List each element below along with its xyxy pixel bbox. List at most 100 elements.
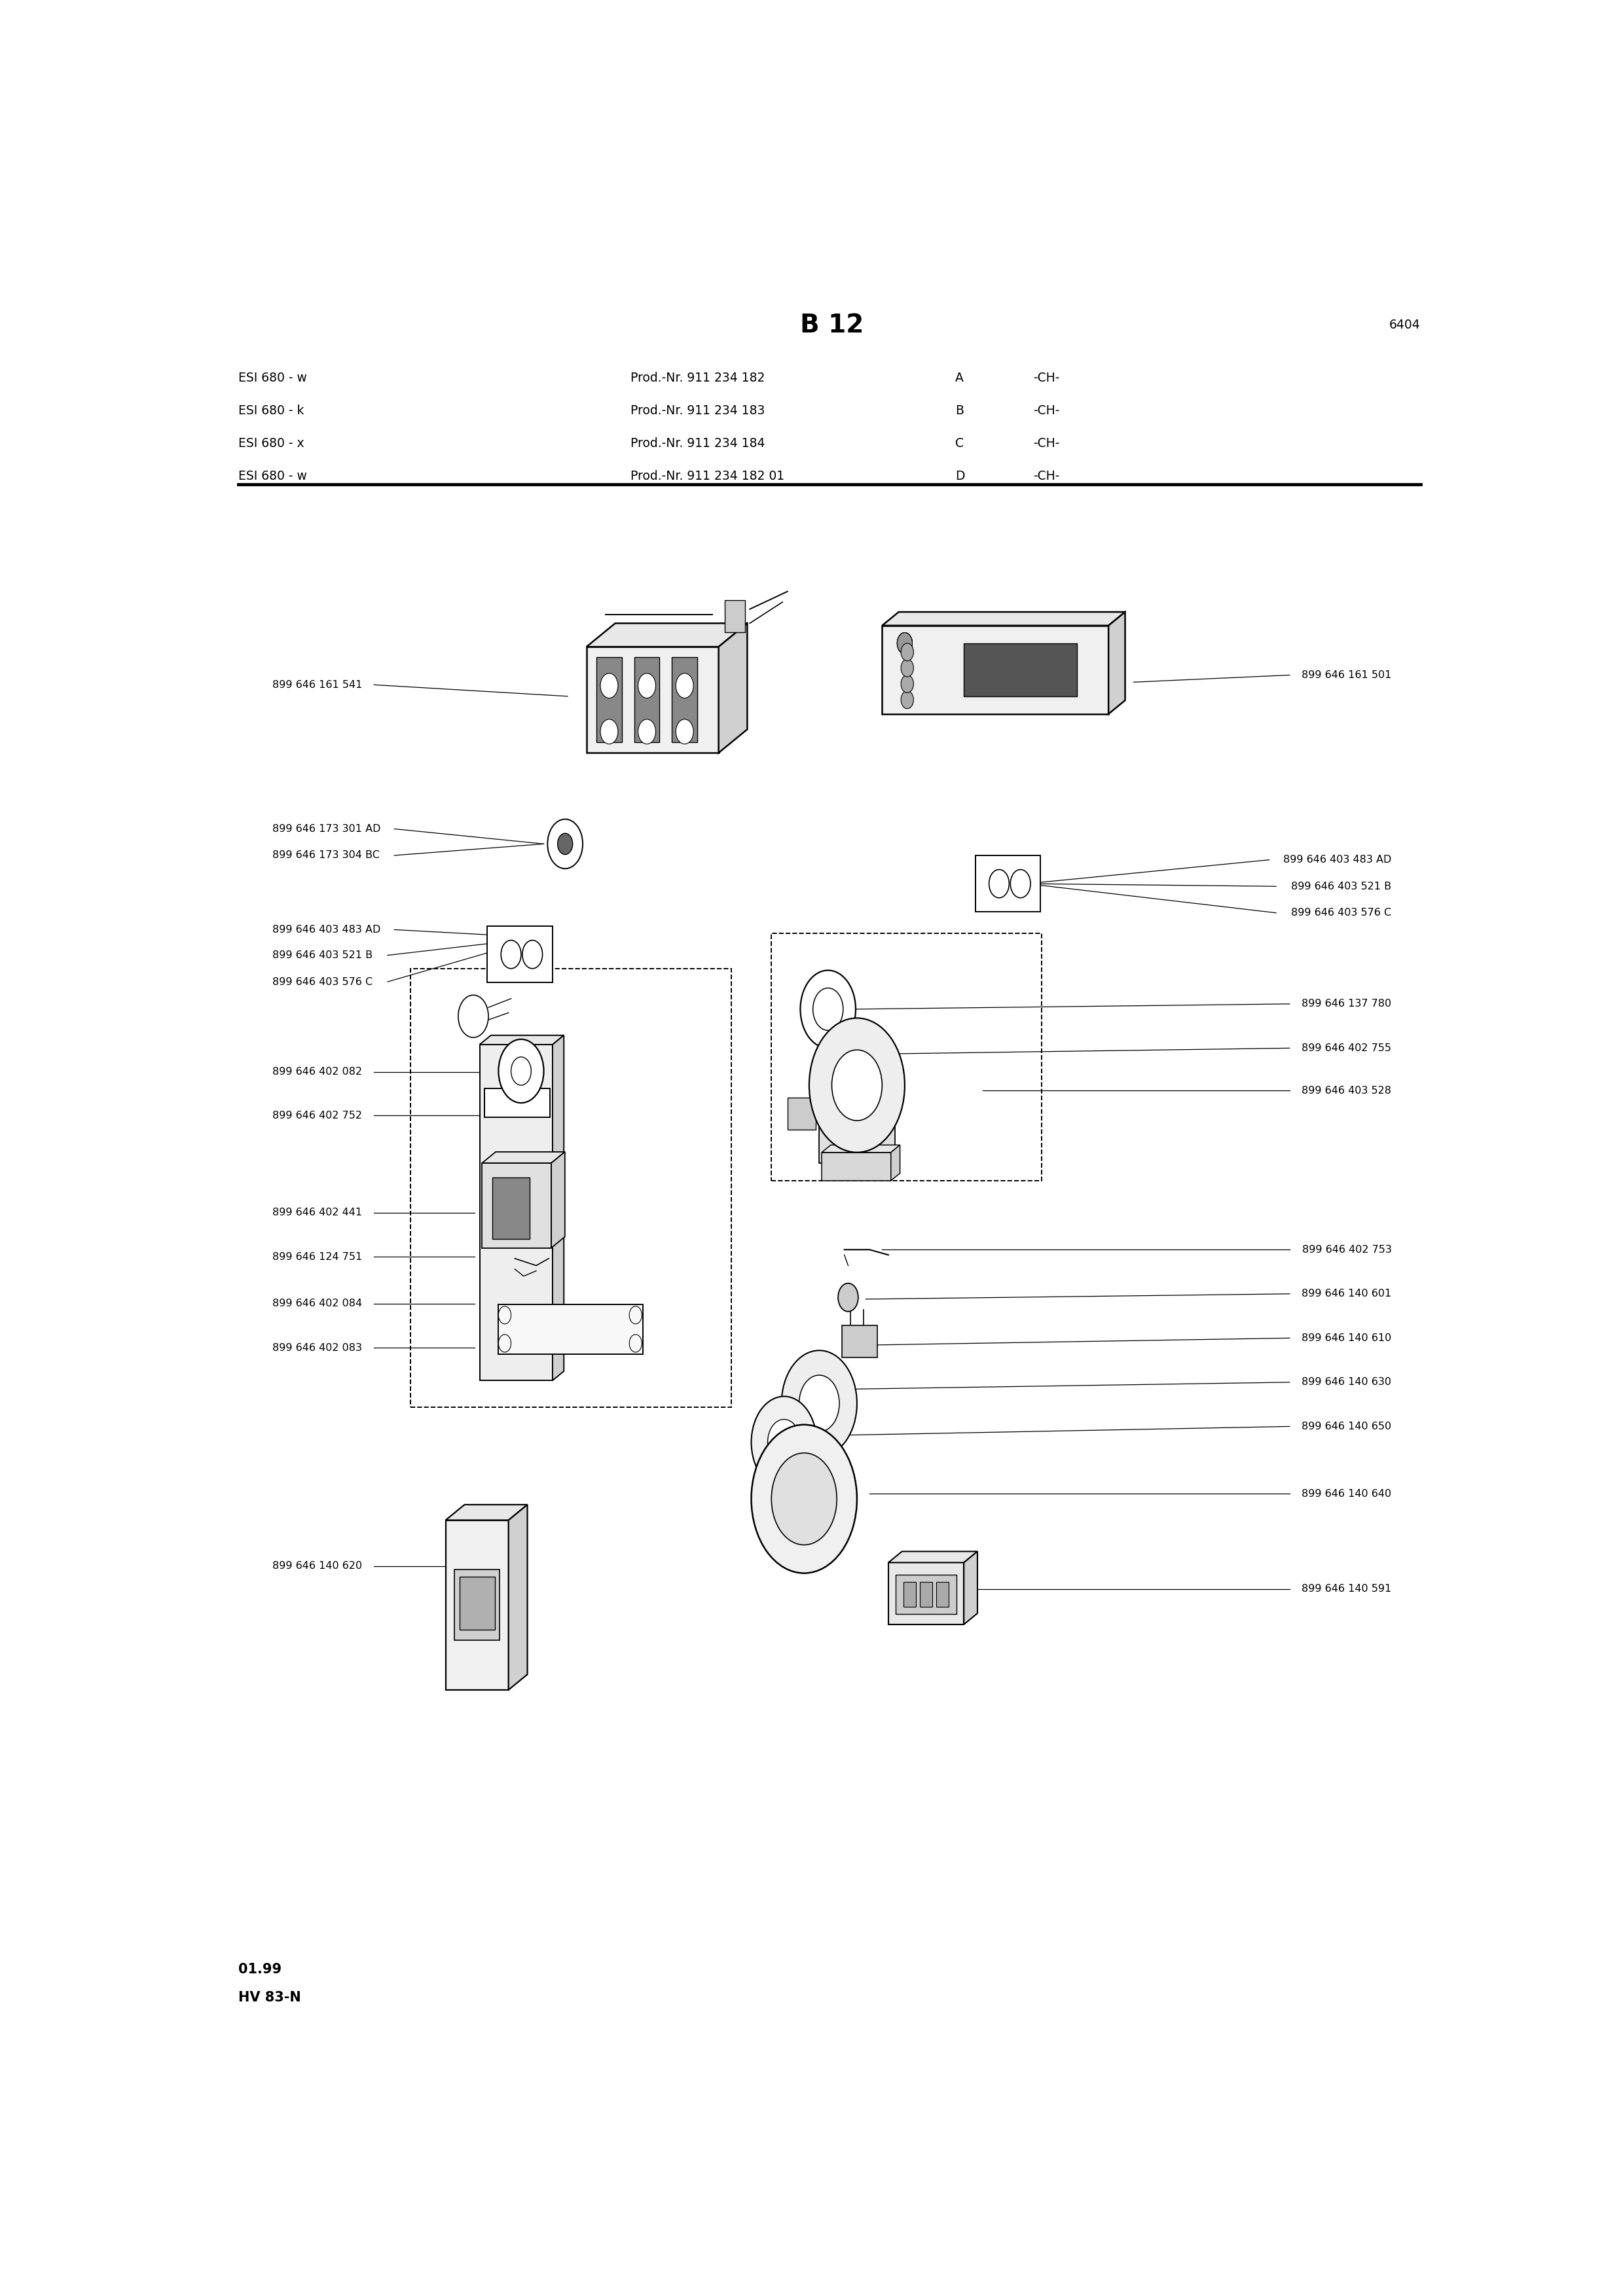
Circle shape xyxy=(901,659,914,677)
Circle shape xyxy=(898,634,912,654)
Text: Prod.-Nr. 911 234 183: Prod.-Nr. 911 234 183 xyxy=(630,404,764,418)
Circle shape xyxy=(547,820,583,868)
Text: A: A xyxy=(954,372,964,383)
Polygon shape xyxy=(891,1146,901,1180)
Bar xyxy=(485,1088,550,1118)
Circle shape xyxy=(901,675,914,693)
Circle shape xyxy=(638,719,656,744)
Text: ESI 680 - x: ESI 680 - x xyxy=(239,436,304,450)
Text: 899 646 173 301 AD: 899 646 173 301 AD xyxy=(273,824,380,833)
Bar xyxy=(936,1582,949,1607)
Text: 899 646 161 501: 899 646 161 501 xyxy=(1302,670,1391,680)
Circle shape xyxy=(498,1040,544,1102)
Text: 899 646 140 650: 899 646 140 650 xyxy=(1302,1421,1391,1430)
Text: 899 646 403 483 AD: 899 646 403 483 AD xyxy=(273,925,380,934)
Polygon shape xyxy=(888,1564,964,1626)
Bar xyxy=(975,856,1040,912)
Text: HV 83-N: HV 83-N xyxy=(239,1991,300,2004)
Text: ESI 680 - k: ESI 680 - k xyxy=(239,404,304,418)
Circle shape xyxy=(800,971,855,1047)
Text: B 12: B 12 xyxy=(800,312,863,338)
Text: 899 646 402 441: 899 646 402 441 xyxy=(273,1208,362,1217)
Text: ESI 680 - w: ESI 680 - w xyxy=(239,471,307,482)
Polygon shape xyxy=(821,1146,901,1153)
Polygon shape xyxy=(480,1045,552,1380)
Circle shape xyxy=(901,643,914,661)
Circle shape xyxy=(511,1056,531,1086)
Circle shape xyxy=(601,719,618,744)
Text: D: D xyxy=(954,471,964,482)
Circle shape xyxy=(828,1026,865,1079)
Bar xyxy=(724,599,745,631)
Circle shape xyxy=(898,634,912,654)
Circle shape xyxy=(751,1424,857,1573)
Circle shape xyxy=(630,1334,641,1352)
Circle shape xyxy=(630,1306,641,1325)
Polygon shape xyxy=(552,1153,565,1249)
Text: -CH-: -CH- xyxy=(1032,471,1060,482)
Bar xyxy=(411,969,730,1407)
Bar xyxy=(672,657,698,742)
Circle shape xyxy=(771,1453,837,1545)
Circle shape xyxy=(751,1396,816,1488)
Polygon shape xyxy=(719,622,747,753)
Circle shape xyxy=(498,1334,511,1352)
Bar xyxy=(459,1577,495,1630)
Circle shape xyxy=(782,1350,857,1456)
Text: 899 646 403 576 C: 899 646 403 576 C xyxy=(1292,907,1391,918)
Text: 899 646 402 084: 899 646 402 084 xyxy=(273,1300,362,1309)
Text: ESI 680 - w: ESI 680 - w xyxy=(239,372,307,383)
Text: 899 646 402 755: 899 646 402 755 xyxy=(1302,1042,1391,1054)
Text: 899 646 403 483 AD: 899 646 403 483 AD xyxy=(1284,854,1391,866)
Circle shape xyxy=(901,691,914,709)
Bar xyxy=(454,1570,500,1639)
Text: 899 646 403 521 B: 899 646 403 521 B xyxy=(1292,882,1391,891)
Polygon shape xyxy=(821,1153,891,1180)
Bar xyxy=(787,1097,815,1130)
Circle shape xyxy=(675,673,693,698)
Text: 899 646 403 576 C: 899 646 403 576 C xyxy=(273,976,372,987)
Text: 899 646 140 630: 899 646 140 630 xyxy=(1302,1378,1391,1387)
Text: -CH-: -CH- xyxy=(1032,404,1060,418)
Bar xyxy=(964,643,1078,696)
Circle shape xyxy=(458,994,489,1038)
Polygon shape xyxy=(1109,613,1125,714)
Text: 6404: 6404 xyxy=(1389,319,1420,331)
Bar xyxy=(771,932,1042,1180)
Circle shape xyxy=(1011,870,1031,898)
Bar xyxy=(492,1178,529,1240)
Bar xyxy=(487,925,552,983)
Text: 899 646 140 591: 899 646 140 591 xyxy=(1302,1584,1391,1593)
Text: 899 646 403 521 B: 899 646 403 521 B xyxy=(273,951,372,960)
Circle shape xyxy=(898,634,912,654)
Text: 899 646 140 640: 899 646 140 640 xyxy=(1302,1488,1391,1499)
Text: 899 646 137 780: 899 646 137 780 xyxy=(1302,999,1391,1008)
Text: -CH-: -CH- xyxy=(1032,372,1060,383)
Circle shape xyxy=(768,1419,800,1465)
Circle shape xyxy=(898,634,912,654)
Bar xyxy=(820,1086,894,1164)
Text: 899 646 140 620: 899 646 140 620 xyxy=(273,1561,362,1570)
Circle shape xyxy=(799,1375,839,1433)
Circle shape xyxy=(523,941,542,969)
Polygon shape xyxy=(482,1164,552,1249)
Text: 899 646 403 528: 899 646 403 528 xyxy=(1302,1086,1391,1095)
Text: 899 646 402 083: 899 646 402 083 xyxy=(273,1343,362,1352)
Bar xyxy=(635,657,659,742)
Polygon shape xyxy=(508,1504,527,1690)
Circle shape xyxy=(831,1049,883,1120)
Text: Prod.-Nr. 911 234 182 01: Prod.-Nr. 911 234 182 01 xyxy=(630,471,784,482)
Text: 899 646 161 541: 899 646 161 541 xyxy=(273,680,362,689)
Circle shape xyxy=(601,673,618,698)
Circle shape xyxy=(638,673,656,698)
Polygon shape xyxy=(964,1552,977,1626)
Bar xyxy=(904,1582,915,1607)
Polygon shape xyxy=(446,1504,527,1520)
Text: 899 646 173 304 BC: 899 646 173 304 BC xyxy=(273,850,380,861)
Polygon shape xyxy=(883,613,1125,625)
Polygon shape xyxy=(446,1520,508,1690)
Text: 899 646 140 601: 899 646 140 601 xyxy=(1302,1288,1391,1300)
Text: 899 646 402 752: 899 646 402 752 xyxy=(273,1111,362,1120)
Polygon shape xyxy=(480,1035,563,1045)
Circle shape xyxy=(837,1040,855,1065)
